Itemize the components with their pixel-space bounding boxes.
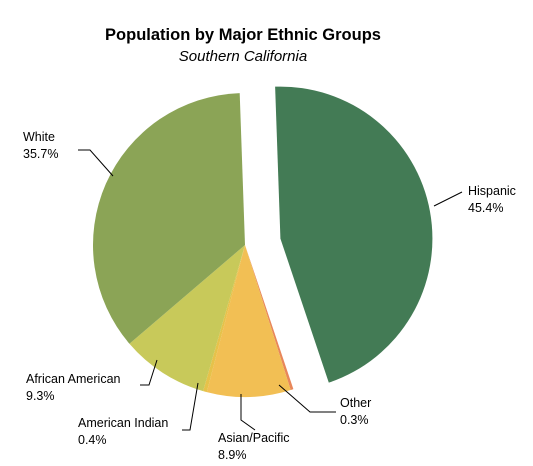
- slice-value-american-indian: 0.4%: [78, 433, 107, 447]
- leader-line-african-american: [140, 359, 158, 386]
- leader-line-hispanic: [433, 191, 463, 207]
- slice-value-other: 0.3%: [340, 413, 369, 427]
- slice-value-hispanic: 45.4%: [468, 201, 503, 215]
- pie-slice-white: [93, 93, 245, 344]
- pie-slice-african-american: [129, 245, 245, 392]
- pie-slice-hispanic: [275, 86, 433, 383]
- slice-label-other: Other: [340, 396, 371, 410]
- slice-label-american-indian: American Indian: [78, 416, 168, 430]
- slice-label-hispanic: Hispanic: [468, 184, 516, 198]
- pie-slice-american-indian: [203, 245, 245, 393]
- slice-label-white: White: [23, 130, 55, 144]
- leader-line-asian-pacific: [240, 394, 256, 431]
- chart-title: Population by Major Ethnic Groups: [105, 26, 381, 44]
- pie-slice-other: [245, 245, 294, 390]
- chart-subtitle: Southern California: [179, 48, 307, 65]
- leader-line-american-indian: [182, 382, 199, 431]
- leader-line-white: [78, 149, 114, 177]
- slice-label-asian-pacific: Asian/Pacific: [218, 431, 290, 445]
- slice-value-white: 35.7%: [23, 147, 58, 161]
- slice-value-african-american: 9.3%: [26, 389, 55, 403]
- slice-value-asian-pacific: 8.9%: [218, 448, 247, 462]
- pie-slice-asian-pacific: [206, 245, 291, 397]
- leader-line-other: [278, 384, 336, 413]
- slice-label-african-american: African American: [26, 372, 121, 386]
